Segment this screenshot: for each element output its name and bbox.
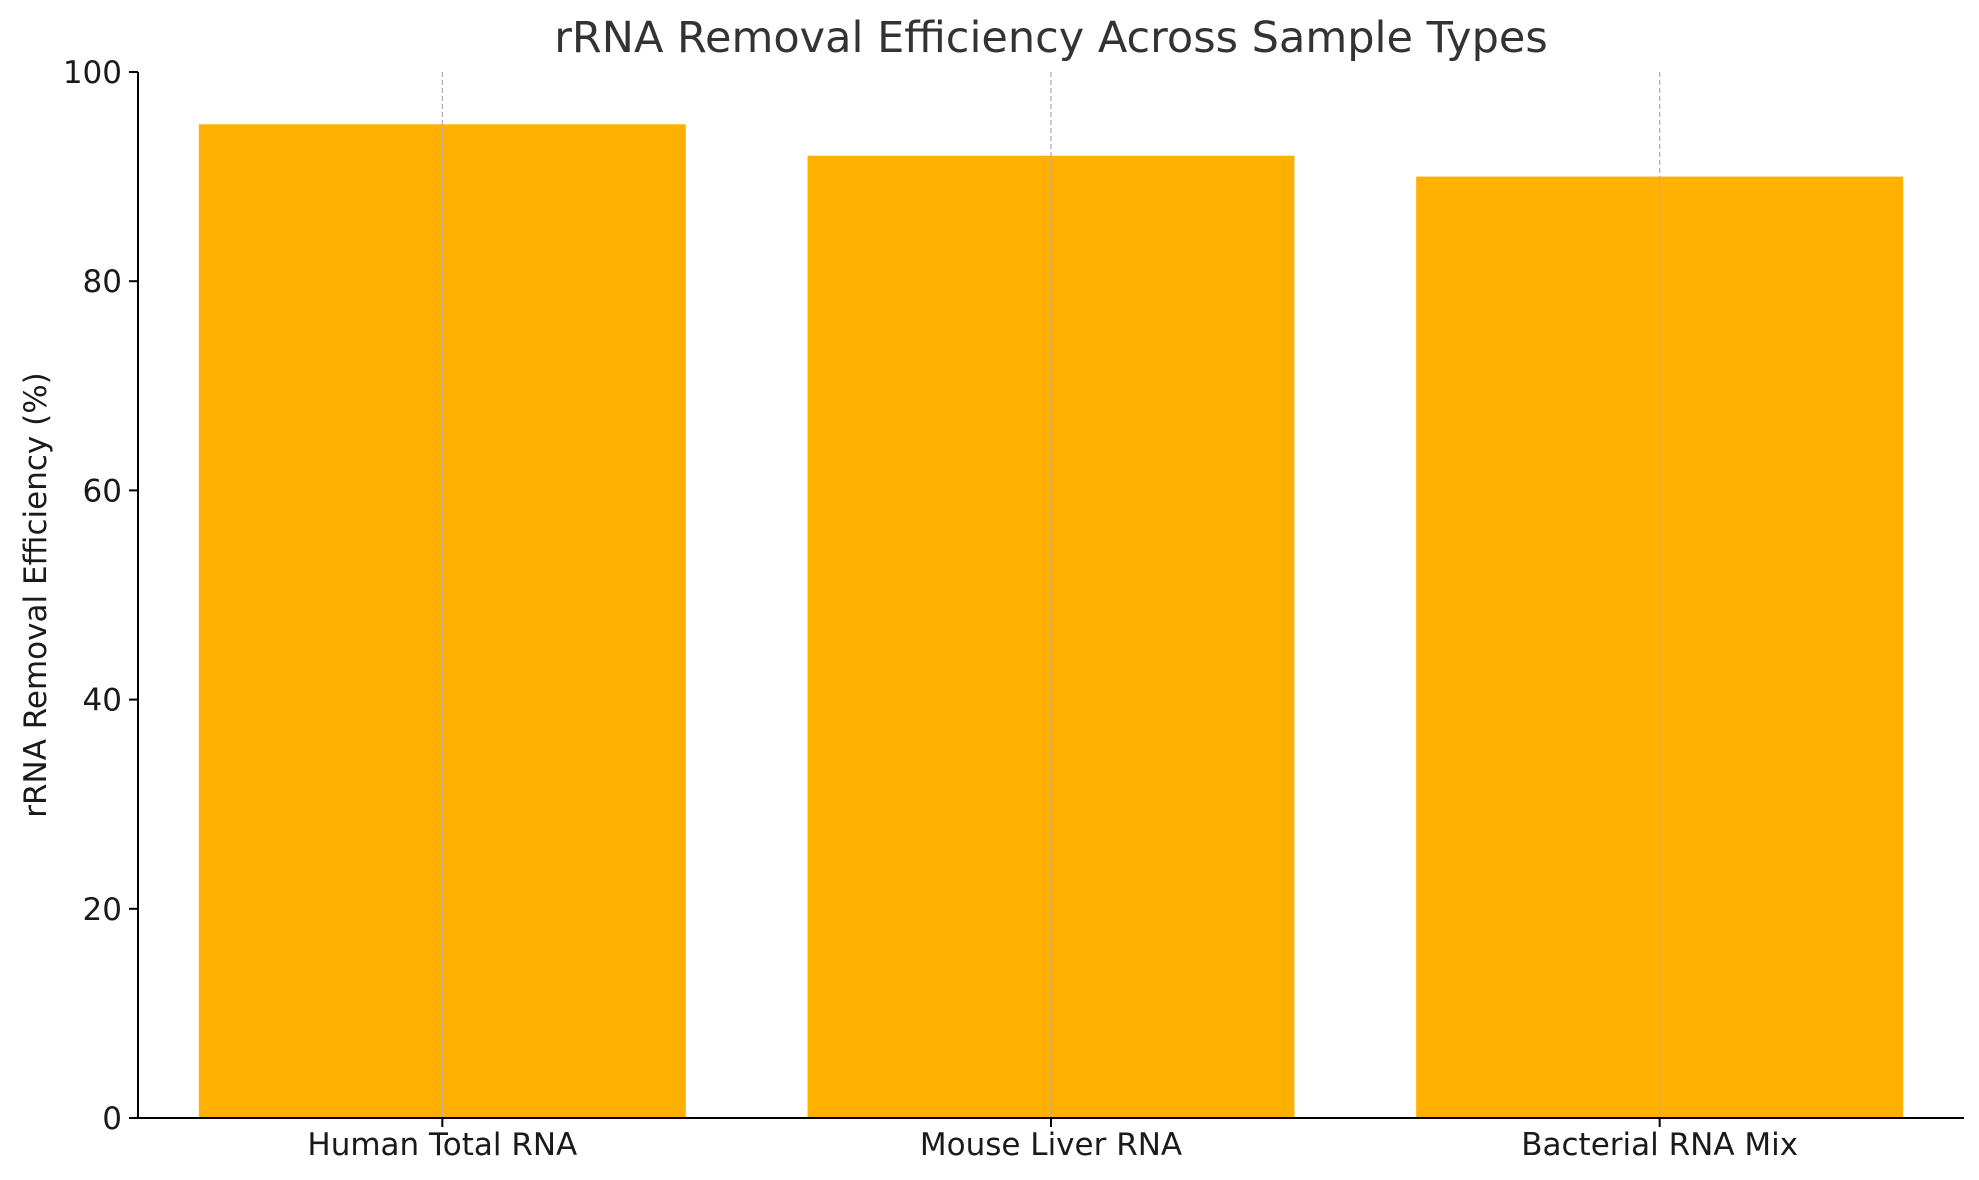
x-tick-label: Human Total RNA — [307, 1127, 577, 1163]
y-tick-label: 20 — [83, 892, 122, 928]
plot-area: 0 20 40 60 80 100 Human Total RNA Mouse Liver R… — [63, 55, 1964, 1163]
y-tick-label: 80 — [83, 264, 122, 300]
y-tick-label: 60 — [83, 473, 122, 509]
x-tick-label: Mouse Liver RNA — [920, 1127, 1182, 1163]
chart-title: rRNA Removal Efficiency Across Sample Ty… — [554, 13, 1548, 63]
x-tick-label: Bacterial RNA Mix — [1521, 1127, 1798, 1163]
y-tick-label: 40 — [83, 683, 122, 719]
y-tick-label: 0 — [102, 1101, 122, 1137]
y-tick-label: 100 — [63, 55, 122, 91]
y-axis-label: rRNA Removal Efficiency (%) — [18, 372, 54, 818]
